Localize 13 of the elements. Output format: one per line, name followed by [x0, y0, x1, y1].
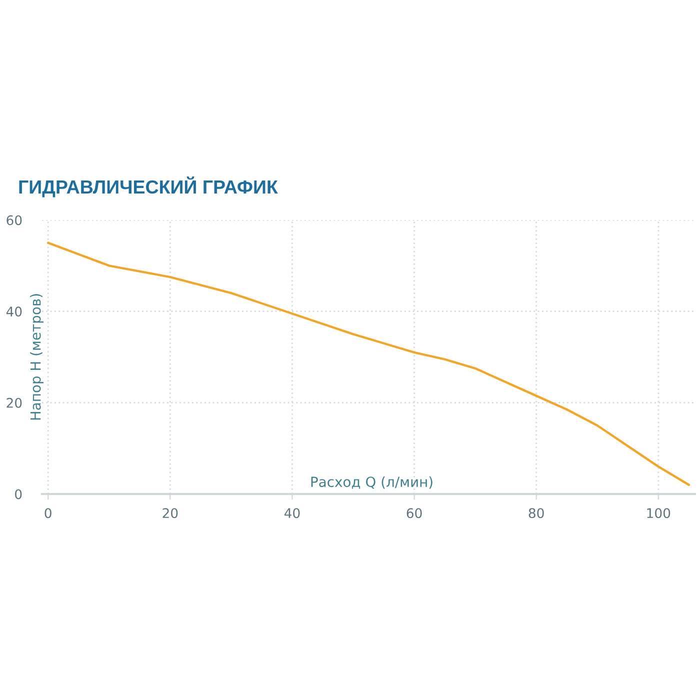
y-tick-label: 60: [6, 215, 22, 226]
x-axis-title: Расход Q (л/мин): [311, 476, 432, 489]
y-tick-label: 0: [15, 489, 22, 500]
y-tick-label: 40: [6, 306, 22, 317]
x-tick-label: 40: [284, 508, 300, 518]
chart-title: ГИДРАВЛИЧЕСКИЙ ГРАФИК: [19, 176, 278, 198]
y-tick-label: 20: [6, 398, 22, 408]
x-tick-label: 0: [44, 508, 52, 518]
x-tick-label: 80: [528, 508, 544, 518]
y-axis-title: Напор H (метров): [30, 294, 44, 420]
x-tick-label: 100: [647, 508, 670, 518]
x-tick-label: 60: [406, 508, 422, 518]
x-tick-label: 20: [162, 508, 178, 518]
